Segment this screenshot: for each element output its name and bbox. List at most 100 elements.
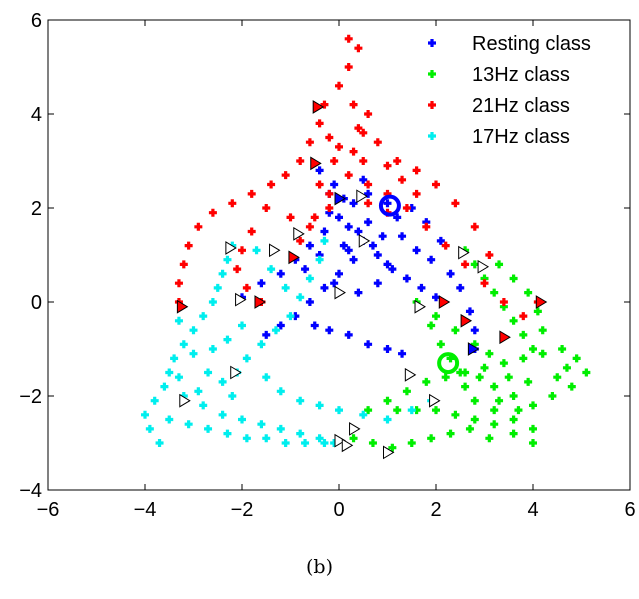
- data-point: [174, 316, 183, 325]
- data-point: [582, 368, 591, 377]
- data-point: [296, 236, 305, 245]
- y-tick-label: −4: [19, 480, 42, 502]
- data-point: [465, 307, 474, 316]
- data-point: [344, 246, 353, 255]
- legend-marker: [428, 132, 436, 140]
- data-point: [529, 439, 537, 447]
- data-point: [368, 241, 377, 250]
- data-point: [495, 260, 504, 269]
- data-point: [427, 321, 436, 330]
- data-point: [330, 279, 339, 288]
- data-point: [315, 119, 324, 128]
- event-marker: [458, 245, 470, 260]
- data-point: [208, 345, 217, 353]
- data-point: [208, 298, 217, 306]
- data-point: [276, 387, 285, 396]
- data-point: [412, 166, 421, 175]
- data-point: [349, 434, 358, 443]
- data-point: [349, 255, 358, 264]
- data-point: [359, 175, 368, 184]
- legend-marker: [428, 101, 436, 109]
- y-tick-label: 4: [31, 104, 42, 126]
- data-point: [393, 157, 402, 165]
- data-point: [412, 189, 421, 198]
- legend-item: Resting class: [428, 33, 591, 55]
- data-point: [344, 222, 353, 231]
- data-point: [393, 406, 402, 415]
- data-point: [228, 392, 237, 400]
- data-point: [533, 307, 542, 316]
- data-point: [223, 255, 232, 264]
- data-point: [233, 265, 242, 274]
- data-point: [271, 326, 280, 335]
- data-point: [388, 443, 397, 452]
- event-marker: [269, 243, 281, 258]
- event-marker: [414, 299, 426, 314]
- data-point: [344, 34, 353, 43]
- x-tick-label: −4: [134, 499, 157, 521]
- data-point: [325, 204, 334, 212]
- data-point: [364, 218, 373, 227]
- data-point: [218, 377, 227, 386]
- x-tick-label: −6: [37, 499, 60, 521]
- data-point: [160, 382, 169, 391]
- data-point: [519, 354, 528, 363]
- data-point: [485, 434, 494, 443]
- legend-label: 21Hz class: [472, 95, 570, 117]
- data-point: [393, 213, 402, 222]
- data-point: [349, 147, 358, 156]
- data-point: [242, 354, 251, 363]
- data-point: [315, 166, 324, 175]
- data-point: [499, 298, 508, 306]
- data-point: [320, 100, 329, 109]
- event-marker: [225, 241, 237, 255]
- data-point: [354, 227, 363, 236]
- data-point: [538, 349, 547, 358]
- y-tick-label: −2: [19, 386, 42, 408]
- data-point: [296, 293, 305, 302]
- data-point: [325, 189, 334, 198]
- legend-marker: [428, 39, 436, 47]
- legend-label: 17Hz class: [472, 126, 570, 148]
- event-marker: [460, 313, 473, 328]
- data-point: [276, 321, 285, 330]
- data-point: [141, 410, 149, 419]
- axes-box: [47, 19, 631, 491]
- data-point: [310, 321, 319, 330]
- data-point: [441, 373, 450, 382]
- y-tick-label: 6: [31, 10, 42, 32]
- data-point: [378, 232, 387, 241]
- data-point: [383, 415, 392, 424]
- data-point: [475, 373, 484, 382]
- data-point: [402, 274, 411, 283]
- event-marker: [310, 156, 322, 171]
- data-point: [204, 368, 213, 377]
- data-point: [301, 265, 310, 274]
- data-point: [223, 335, 232, 344]
- data-point: [335, 142, 343, 151]
- data-point: [504, 373, 513, 382]
- data-point: [238, 321, 246, 330]
- data-point: [305, 222, 314, 231]
- data-point: [529, 401, 537, 410]
- x-tick-label: 0: [333, 499, 344, 521]
- data-point: [320, 236, 329, 245]
- data-point: [524, 377, 533, 386]
- data-point: [490, 406, 499, 415]
- data-point: [267, 180, 276, 189]
- event-marker: [230, 365, 242, 380]
- data-point: [485, 251, 494, 259]
- data-point: [315, 401, 324, 410]
- data-point: [349, 100, 358, 109]
- data-point: [553, 373, 562, 382]
- ring-marker: [437, 352, 460, 375]
- event-marker: [179, 393, 191, 408]
- data-point: [344, 171, 353, 180]
- event-marker: [334, 285, 346, 300]
- event-marker: [341, 438, 354, 453]
- data-point: [432, 293, 440, 302]
- data-point: [320, 283, 329, 292]
- data-point: [451, 326, 460, 335]
- data-point: [247, 189, 256, 198]
